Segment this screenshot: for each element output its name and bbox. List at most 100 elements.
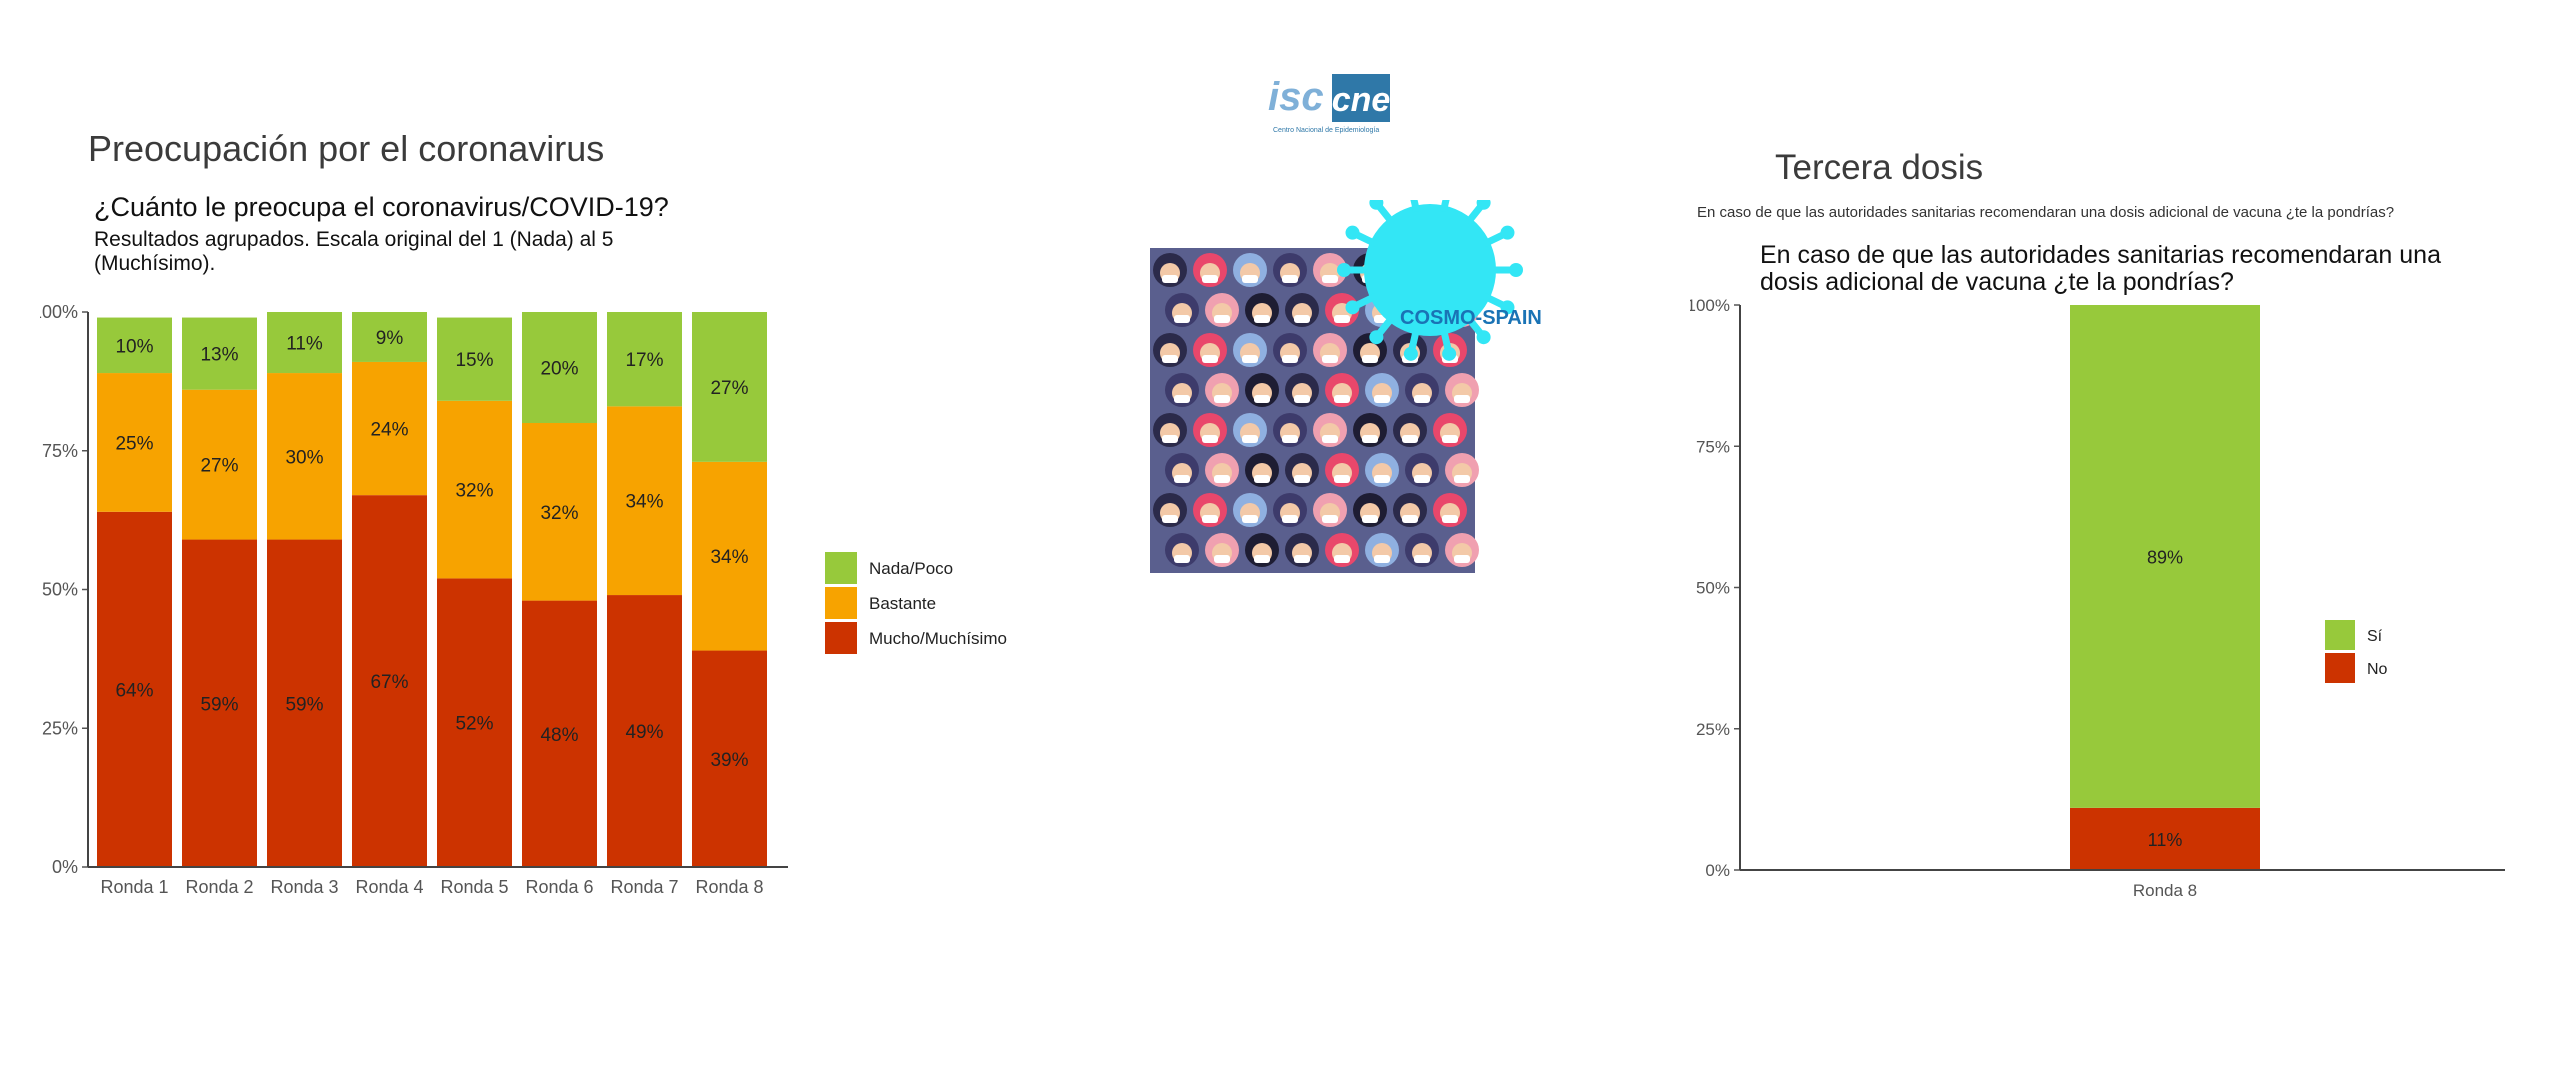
crowd-mask: [1322, 435, 1338, 443]
third-dose-bar-chart: 0% 25% 50% 75% 100% 11% 89% Ronda 8 Sí No: [1690, 296, 2505, 900]
worry-stacked-bar-chart: 0% 25% 50% 75% 100% 64% 25% 10% Ronda 1 59% 27% 13%…: [40, 302, 1007, 897]
bar-segment: [267, 373, 342, 540]
cne-logo-text: cne: [1332, 81, 1391, 119]
cne-logo: isc cne Centro Nacional de Epidemiología: [1268, 66, 1418, 143]
y-tick-label: 100%: [1690, 296, 1730, 315]
virus-spike-tip: [1500, 300, 1515, 315]
crowd-mask: [1254, 395, 1270, 403]
crowd-mask: [1214, 395, 1230, 403]
crowd-mask: [1402, 515, 1418, 523]
data-label: 49%: [625, 722, 663, 743]
bar-segment: [437, 317, 512, 401]
bar-segment: [2070, 807, 2260, 870]
crowd-mask: [1362, 515, 1378, 523]
crowd-mask: [1442, 435, 1458, 443]
crowd-mask: [1202, 515, 1218, 523]
x-tick-label: Ronda 7: [610, 877, 678, 897]
crowd-mask: [1334, 475, 1350, 483]
crowd-mask: [1334, 555, 1350, 563]
data-label: 27%: [200, 456, 238, 477]
crowd-mask: [1214, 555, 1230, 563]
crowd-mask: [1242, 355, 1258, 363]
virus-spike-tip: [1369, 195, 1384, 210]
crowd-mask: [1162, 355, 1178, 363]
crowd-mask: [1362, 355, 1378, 363]
crowd-mask: [1322, 515, 1338, 523]
crowd-mask: [1454, 475, 1470, 483]
bar-segment: [607, 406, 682, 596]
legend-label: Bastante: [869, 594, 936, 613]
y-tick-label: 0%: [1705, 861, 1730, 880]
crowd-mask: [1294, 475, 1310, 483]
crowd-mask: [1374, 475, 1390, 483]
legend-swatch: [2325, 653, 2355, 683]
x-tick-label: Ronda 3: [270, 877, 338, 897]
virus-spike-tip: [1476, 330, 1491, 345]
y-tick-label: 25%: [1696, 720, 1730, 739]
left-section-title: Preocupación por el coronavirus: [88, 128, 605, 169]
bar-segment: [97, 317, 172, 374]
bar-segment: [97, 373, 172, 512]
crowd-mask: [1374, 555, 1390, 563]
legend-swatch: [825, 587, 857, 619]
data-label: 64%: [115, 680, 153, 701]
crowd-mask: [1282, 515, 1298, 523]
bar-segment: [692, 461, 767, 651]
virus-spike-tip: [1345, 225, 1360, 240]
bar-segment: [267, 312, 342, 374]
data-label: 15%: [455, 350, 493, 371]
crowd-mask: [1362, 435, 1378, 443]
data-label: 9%: [376, 328, 404, 349]
data-label: 11%: [2148, 830, 2183, 850]
bar-segment: [607, 312, 682, 407]
legend-label: Nada/Poco: [869, 559, 953, 578]
crowd-mask: [1202, 435, 1218, 443]
crowd-mask: [1174, 315, 1190, 323]
crowd-mask: [1414, 555, 1430, 563]
data-label: 39%: [710, 750, 748, 771]
left-chart-subtitle: Resultados agrupados. Escala original de…: [94, 228, 614, 275]
crowd-mask: [1242, 515, 1258, 523]
virus-spike-tip: [1476, 195, 1491, 210]
virus-icon: [1337, 179, 1523, 361]
y-tick-label: 25%: [42, 718, 78, 738]
left-chart-title: ¿Cuánto le preocupa el coronavirus/COVID…: [94, 192, 669, 222]
crowd-mask: [1174, 555, 1190, 563]
data-label: 89%: [2147, 547, 2183, 567]
crowd-mask: [1174, 395, 1190, 403]
bar-segment: [182, 389, 257, 540]
crowd-mask: [1242, 435, 1258, 443]
bar-segment: [352, 495, 427, 867]
crowd-mask: [1294, 315, 1310, 323]
virus-spike-tip: [1403, 346, 1418, 361]
legend-swatch: [2325, 620, 2355, 650]
y-tick-label: 50%: [42, 580, 78, 600]
legend-label: No: [2367, 661, 2388, 678]
bar-segment: [97, 511, 172, 867]
crowd-mask: [1162, 275, 1178, 283]
bar-segment: [522, 423, 597, 601]
virus-spike-tip: [1509, 263, 1523, 277]
data-label: 52%: [455, 714, 493, 735]
bar-segment: [182, 539, 257, 867]
data-label: 24%: [370, 420, 408, 441]
crowd-mask: [1442, 515, 1458, 523]
crowd-mask: [1174, 475, 1190, 483]
data-label: 10%: [115, 336, 153, 357]
x-tick-label: Ronda 4: [355, 877, 423, 897]
legend-label: Sí: [2367, 628, 2383, 645]
crowd-mask: [1202, 275, 1218, 283]
crowd-mask: [1322, 355, 1338, 363]
legend-swatch: [825, 622, 857, 654]
x-tick-label: Ronda 8: [2133, 881, 2197, 900]
bar-segment: [267, 539, 342, 867]
bar-segment: [522, 312, 597, 423]
legend-label: Mucho/Muchísimo: [869, 629, 1007, 648]
virus-spike-tip: [1369, 330, 1384, 345]
y-tick-label: 75%: [1696, 437, 1730, 456]
bar-segment: [437, 578, 512, 867]
x-tick-label: Ronda 6: [525, 877, 593, 897]
right-chart-title: En caso de que las autoridades sanitaria…: [1760, 241, 2441, 296]
data-label: 30%: [285, 447, 323, 468]
data-label: 59%: [200, 694, 238, 715]
